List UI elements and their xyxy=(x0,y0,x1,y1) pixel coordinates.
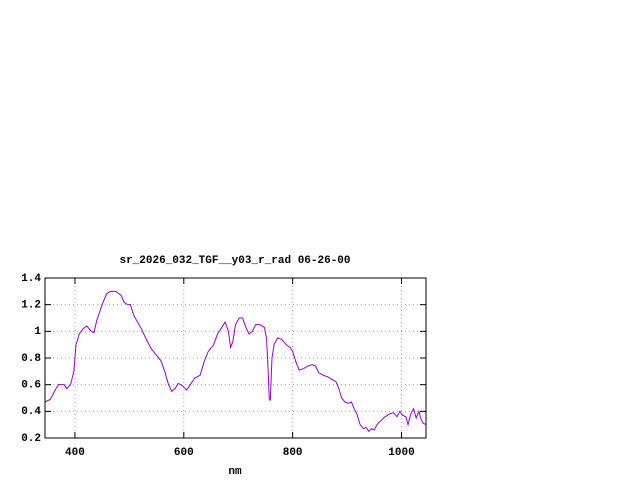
y-tick-label: 0.4 xyxy=(21,406,41,418)
chart-title: sr_2026_032_TGF__y03_r_rad 06-26-00 xyxy=(119,255,350,267)
plot-frame xyxy=(44,277,427,439)
data-line xyxy=(44,290,427,433)
y-tick-label: 1.4 xyxy=(21,273,41,285)
x-tick-label: 600 xyxy=(174,447,194,459)
y-tick-label: 1.2 xyxy=(21,300,41,312)
y-tick-label: 0.8 xyxy=(21,353,41,365)
y-tick-label: 1 xyxy=(34,326,41,338)
x-axis-label: nm xyxy=(228,466,242,478)
x-tick-label: 1000 xyxy=(388,447,414,459)
y-tick-label: 0.6 xyxy=(21,380,41,392)
x-tick-label: 400 xyxy=(65,447,85,459)
y-tick-label: 0.2 xyxy=(21,433,41,445)
x-tick-label: 800 xyxy=(283,447,303,459)
